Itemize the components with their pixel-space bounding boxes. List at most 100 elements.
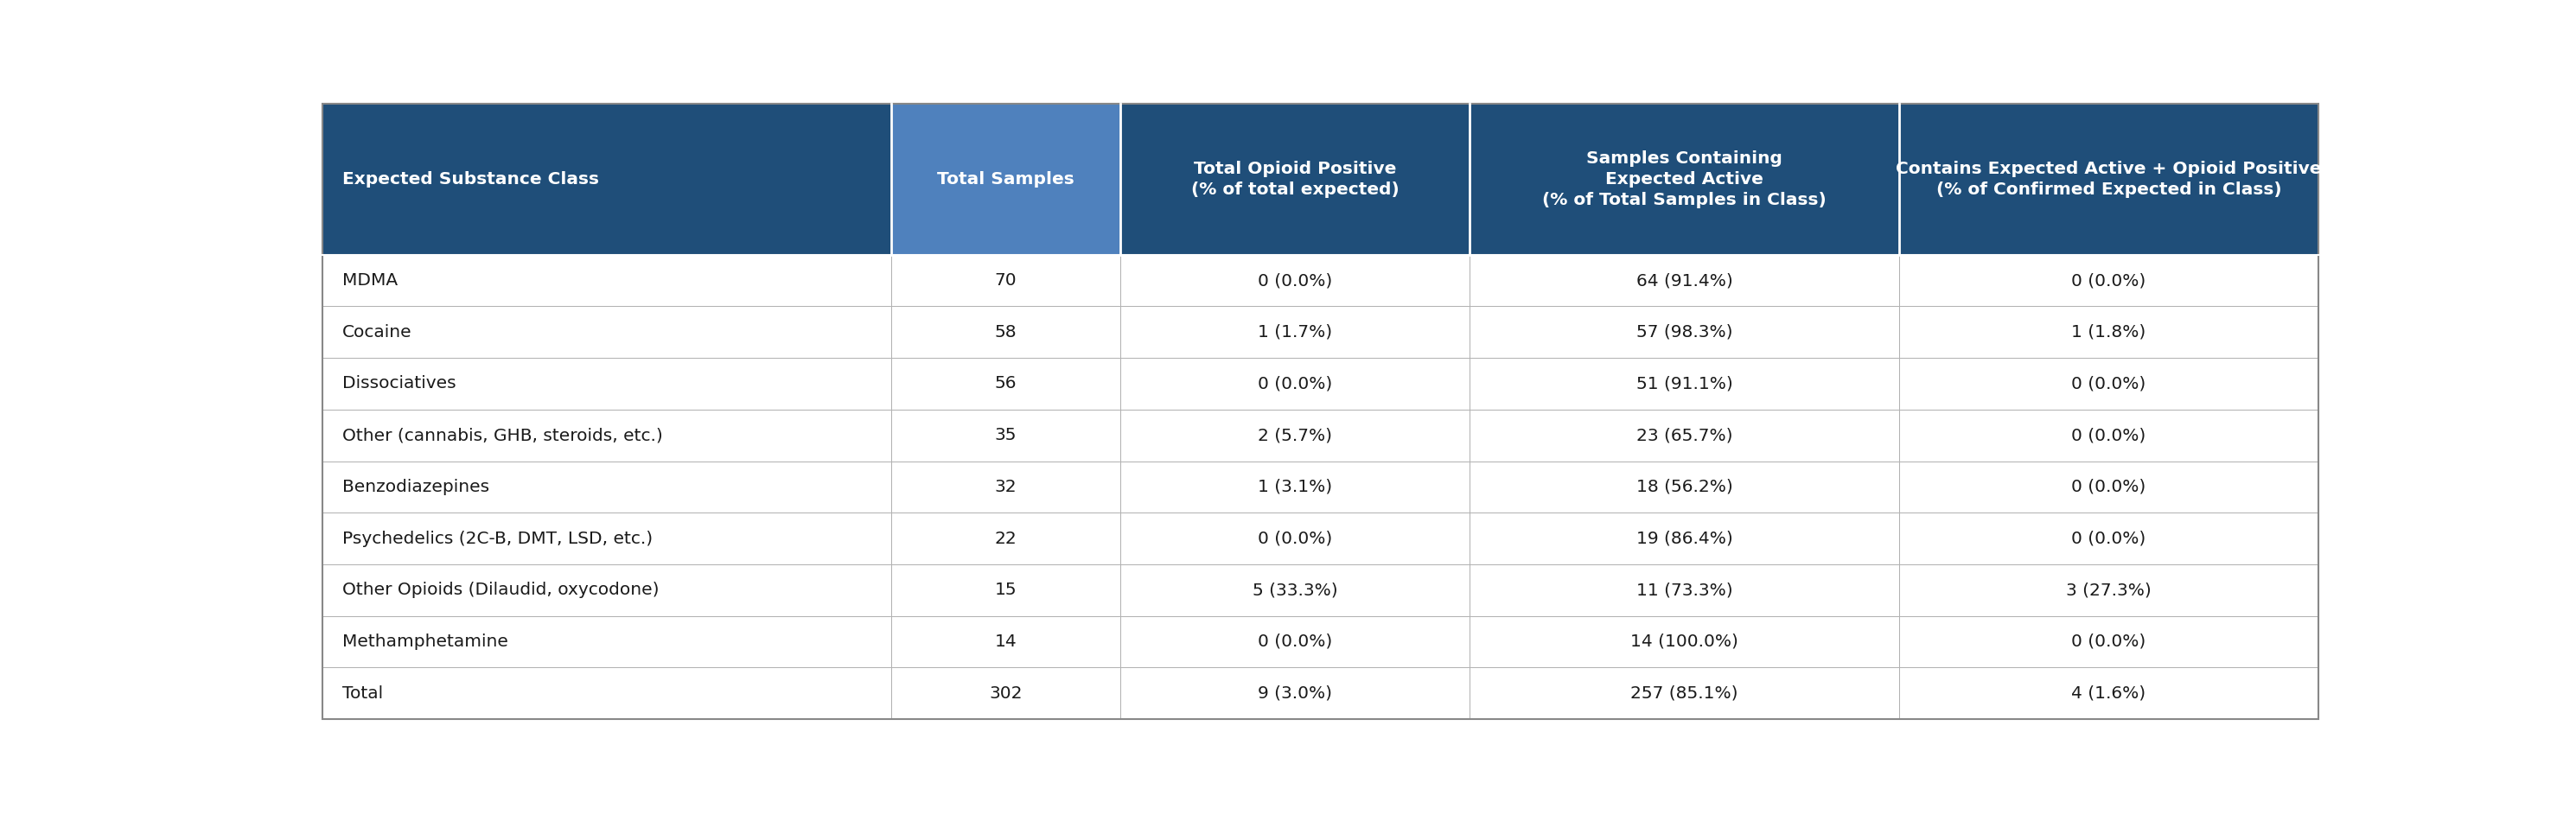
Bar xyxy=(1899,667,2318,719)
Text: Total: Total xyxy=(343,685,384,702)
Bar xyxy=(1899,564,2318,616)
Bar xyxy=(891,461,1121,513)
Bar xyxy=(1899,358,2318,409)
Bar xyxy=(1121,616,1471,667)
Bar xyxy=(322,358,891,409)
Bar xyxy=(891,564,1121,616)
Text: Total Samples: Total Samples xyxy=(938,171,1074,187)
Text: 1 (1.8%): 1 (1.8%) xyxy=(2071,324,2146,341)
Bar xyxy=(322,616,891,667)
Bar xyxy=(1121,564,1471,616)
Text: 18 (56.2%): 18 (56.2%) xyxy=(1636,478,1734,496)
Bar xyxy=(1121,461,1471,513)
Bar xyxy=(891,667,1121,719)
Bar xyxy=(1471,306,1899,358)
Bar xyxy=(322,255,891,306)
Bar xyxy=(1121,667,1471,719)
Text: Samples Containing
Expected Active
(% of Total Samples in Class): Samples Containing Expected Active (% of… xyxy=(1543,150,1826,209)
Bar xyxy=(322,513,891,564)
Bar xyxy=(322,306,891,358)
Text: Other (cannabis, GHB, steroids, etc.): Other (cannabis, GHB, steroids, etc.) xyxy=(343,427,662,443)
Bar xyxy=(322,667,891,719)
Text: 58: 58 xyxy=(994,324,1018,341)
Bar xyxy=(1899,306,2318,358)
Text: 15: 15 xyxy=(994,582,1018,598)
Text: 2 (5.7%): 2 (5.7%) xyxy=(1257,427,1332,443)
Text: 0 (0.0%): 0 (0.0%) xyxy=(2071,376,2146,392)
Text: 257 (85.1%): 257 (85.1%) xyxy=(1631,685,1739,702)
Bar xyxy=(891,306,1121,358)
Text: 57 (98.3%): 57 (98.3%) xyxy=(1636,324,1734,341)
Text: 0 (0.0%): 0 (0.0%) xyxy=(2071,427,2146,443)
Bar xyxy=(891,409,1121,461)
Bar xyxy=(1121,255,1471,306)
Text: 0 (0.0%): 0 (0.0%) xyxy=(1257,272,1332,289)
Bar xyxy=(1899,104,2318,255)
Bar xyxy=(891,358,1121,409)
Text: 56: 56 xyxy=(994,376,1018,392)
Bar xyxy=(322,409,891,461)
Bar xyxy=(322,104,891,255)
Text: Benzodiazepines: Benzodiazepines xyxy=(343,478,489,496)
Bar xyxy=(1471,461,1899,513)
Text: Other Opioids (Dilaudid, oxycodone): Other Opioids (Dilaudid, oxycodone) xyxy=(343,582,659,598)
Bar xyxy=(1471,564,1899,616)
Bar xyxy=(1899,461,2318,513)
Bar xyxy=(322,564,891,616)
Bar xyxy=(322,461,891,513)
Bar xyxy=(1471,104,1899,255)
Bar xyxy=(1121,306,1471,358)
Bar xyxy=(891,255,1121,306)
Text: 4 (1.6%): 4 (1.6%) xyxy=(2071,685,2146,702)
Bar xyxy=(1121,409,1471,461)
Text: Expected Substance Class: Expected Substance Class xyxy=(343,171,598,187)
Text: Psychedelics (2C-B, DMT, LSD, etc.): Psychedelics (2C-B, DMT, LSD, etc.) xyxy=(343,531,652,547)
Text: 0 (0.0%): 0 (0.0%) xyxy=(1257,531,1332,547)
Text: Contains Expected Active + Opioid Positive
(% of Confirmed Expected in Class): Contains Expected Active + Opioid Positi… xyxy=(1896,161,2321,198)
Bar xyxy=(891,616,1121,667)
Bar xyxy=(1899,255,2318,306)
Text: Methamphetamine: Methamphetamine xyxy=(343,633,507,650)
Text: 14 (100.0%): 14 (100.0%) xyxy=(1631,633,1739,650)
Bar xyxy=(1471,513,1899,564)
Text: Dissociatives: Dissociatives xyxy=(343,376,456,392)
Bar xyxy=(891,104,1121,255)
Text: Total Opioid Positive
(% of total expected): Total Opioid Positive (% of total expect… xyxy=(1190,161,1399,198)
Text: 0 (0.0%): 0 (0.0%) xyxy=(2071,531,2146,547)
Text: 35: 35 xyxy=(994,427,1018,443)
Text: 19 (86.4%): 19 (86.4%) xyxy=(1636,531,1734,547)
Text: 0 (0.0%): 0 (0.0%) xyxy=(1257,633,1332,650)
Text: 3 (27.3%): 3 (27.3%) xyxy=(2066,582,2151,598)
Text: 5 (33.3%): 5 (33.3%) xyxy=(1252,582,1337,598)
Bar xyxy=(1471,255,1899,306)
Bar xyxy=(1899,409,2318,461)
Text: 14: 14 xyxy=(994,633,1018,650)
Bar xyxy=(1121,513,1471,564)
Text: 0 (0.0%): 0 (0.0%) xyxy=(1257,376,1332,392)
Bar xyxy=(1471,616,1899,667)
Text: 9 (3.0%): 9 (3.0%) xyxy=(1257,685,1332,702)
Text: 302: 302 xyxy=(989,685,1023,702)
Text: 11 (73.3%): 11 (73.3%) xyxy=(1636,582,1734,598)
Bar xyxy=(1471,358,1899,409)
Bar xyxy=(891,513,1121,564)
Bar xyxy=(1121,358,1471,409)
Bar xyxy=(1471,409,1899,461)
Text: Cocaine: Cocaine xyxy=(343,324,412,341)
Text: 23 (65.7%): 23 (65.7%) xyxy=(1636,427,1734,443)
Bar xyxy=(1899,616,2318,667)
Text: 32: 32 xyxy=(994,478,1018,496)
Text: MDMA: MDMA xyxy=(343,272,397,289)
Text: 22: 22 xyxy=(994,531,1018,547)
Text: 0 (0.0%): 0 (0.0%) xyxy=(2071,272,2146,289)
Bar xyxy=(1471,667,1899,719)
Bar xyxy=(1121,104,1471,255)
Text: 0 (0.0%): 0 (0.0%) xyxy=(2071,633,2146,650)
Text: 51 (91.1%): 51 (91.1%) xyxy=(1636,376,1734,392)
Text: 0 (0.0%): 0 (0.0%) xyxy=(2071,478,2146,496)
Text: 70: 70 xyxy=(994,272,1018,289)
Text: 1 (3.1%): 1 (3.1%) xyxy=(1257,478,1332,496)
Text: 64 (91.4%): 64 (91.4%) xyxy=(1636,272,1734,289)
Text: 1 (1.7%): 1 (1.7%) xyxy=(1257,324,1332,341)
Bar xyxy=(1899,513,2318,564)
